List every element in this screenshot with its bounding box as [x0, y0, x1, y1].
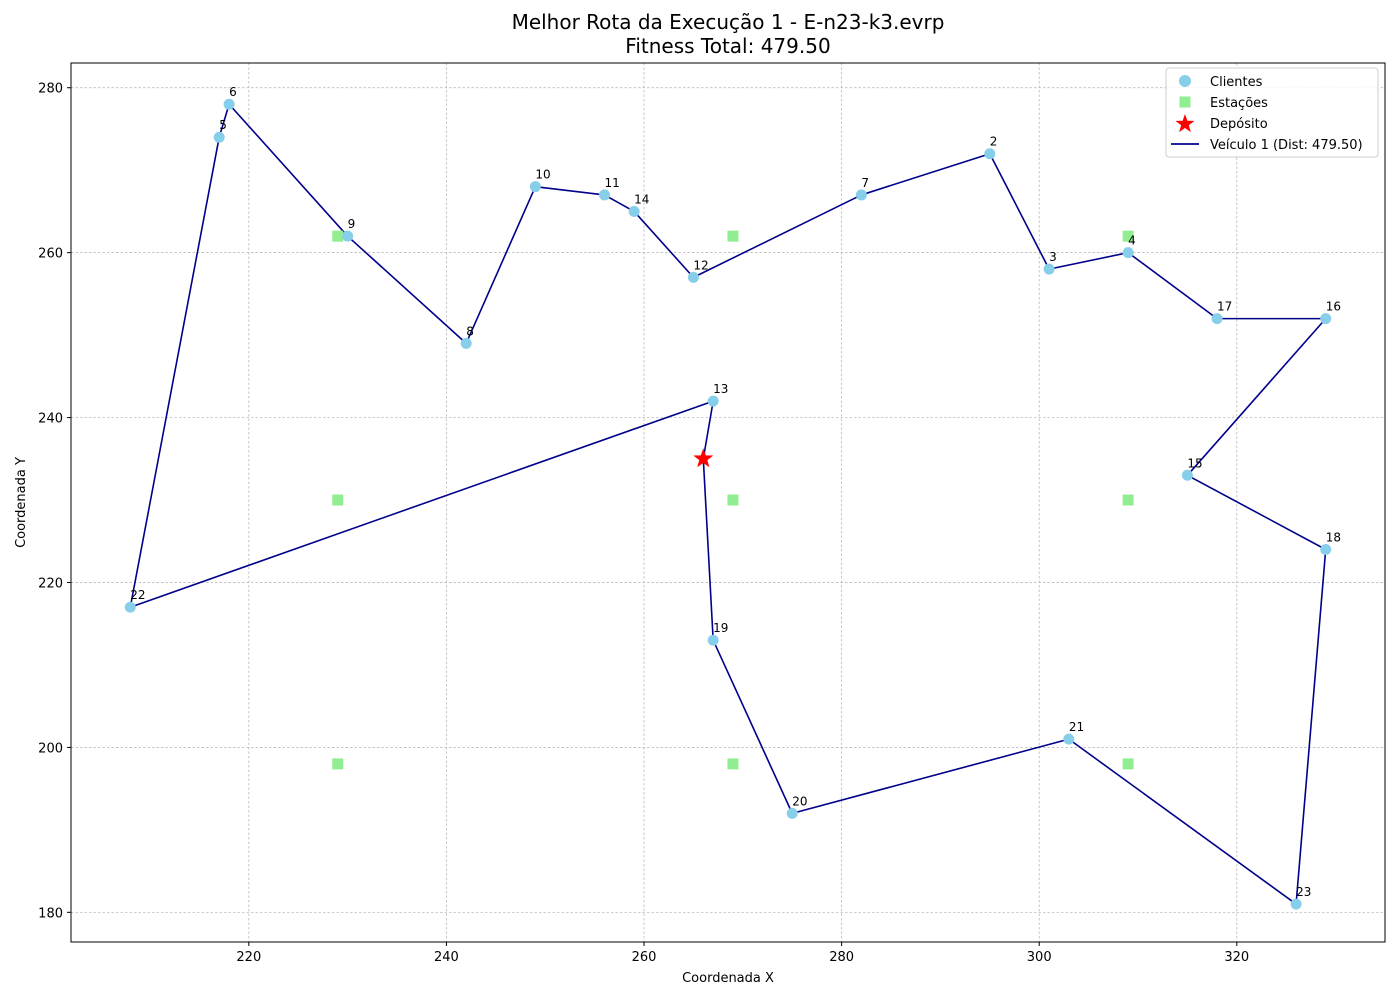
client-marker: [1063, 733, 1075, 745]
client-marker: [984, 148, 996, 160]
client-marker: [1181, 469, 1193, 481]
chart-title: Melhor Rota da Execução 1 - E-n23-k3.evr…: [0, 10, 1400, 58]
client-marker: [707, 395, 719, 407]
client-marker: [786, 807, 798, 819]
x-axis-label: Coordenada X: [682, 971, 774, 986]
client-label: 22: [130, 588, 145, 602]
client-marker: [1043, 263, 1055, 275]
client-marker: [687, 271, 699, 283]
client-marker: [1290, 898, 1302, 910]
client-marker: [1211, 313, 1223, 325]
client-label: 16: [1326, 300, 1341, 314]
client-label: 12: [693, 258, 708, 272]
x-tick-label: 240: [434, 950, 459, 965]
y-tick-label: 180: [38, 906, 63, 921]
station-marker: [727, 758, 739, 770]
station-marker: [1122, 758, 1134, 770]
client-marker: [599, 189, 611, 201]
station-marker: [1122, 494, 1134, 506]
client-marker: [1320, 313, 1332, 325]
stations-layer: [332, 230, 1134, 770]
route-line: [129, 103, 1327, 905]
x-tick-label: 260: [632, 950, 657, 965]
client-label: 2: [990, 135, 998, 149]
client-label: 10: [535, 168, 550, 182]
legend-stations-label: Estações: [1210, 96, 1268, 111]
legend-stations-marker: [1179, 96, 1191, 108]
depot-marker: [693, 448, 714, 468]
client-label: 14: [634, 192, 649, 206]
depot-layer: [693, 448, 714, 468]
client-marker: [460, 337, 472, 349]
x-tick-label: 320: [1224, 950, 1249, 965]
station-marker: [332, 494, 344, 506]
legend-depot-label: Depósito: [1210, 117, 1268, 132]
x-tick-label: 300: [1027, 950, 1052, 965]
station-marker: [727, 230, 739, 242]
legend-route-label: Veículo 1 (Dist: 479.50): [1210, 138, 1363, 153]
legend: Clientes Estações Depósito Veículo 1 (Di…: [1165, 67, 1379, 158]
client-label: 8: [466, 324, 474, 338]
client-label: 21: [1069, 720, 1084, 734]
station-marker: [332, 230, 344, 242]
y-tick-label: 240: [38, 412, 63, 427]
client-marker: [1122, 247, 1134, 259]
plot-frame: [70, 62, 1386, 943]
client-label: 5: [219, 118, 227, 132]
client-marker: [707, 634, 719, 646]
legend-clients-label: Clientes: [1210, 75, 1263, 90]
client-label: 18: [1326, 531, 1341, 545]
legend-box: [1165, 67, 1379, 158]
y-tick-label: 260: [38, 247, 63, 262]
y-tick-label: 200: [38, 741, 63, 756]
client-label: 6: [229, 85, 237, 99]
client-label: 15: [1187, 456, 1202, 470]
clients-layer: [124, 98, 1332, 910]
client-label: 23: [1296, 885, 1311, 899]
legend-clients-marker: [1179, 75, 1191, 87]
chart-title-line-2: Fitness Total: 479.50: [625, 34, 831, 58]
station-marker: [1122, 230, 1134, 242]
client-label: 17: [1217, 300, 1232, 314]
y-tick-label: 220: [38, 576, 63, 591]
client-marker: [529, 181, 541, 193]
client-label: 4: [1128, 234, 1136, 248]
client-marker: [124, 601, 136, 613]
client-marker: [628, 205, 640, 217]
client-marker: [855, 189, 867, 201]
x-tick-label: 280: [829, 950, 854, 965]
client-label: 20: [792, 794, 807, 808]
y-axis-label: Coordenada Y: [14, 457, 29, 548]
client-marker: [1320, 544, 1332, 556]
legend-depot-marker: [1175, 114, 1195, 133]
client-marker: [213, 131, 225, 143]
station-marker: [727, 494, 739, 506]
client-label: 7: [861, 176, 869, 190]
client-marker: [342, 230, 354, 242]
y-tick-label: 280: [38, 82, 63, 97]
route-layer: [129, 103, 1327, 905]
x-tick-label: 220: [236, 950, 261, 965]
client-label: 11: [605, 176, 620, 190]
station-marker: [332, 758, 344, 770]
client-label: 9: [348, 217, 356, 231]
client-label: 13: [713, 382, 728, 396]
client-label: 3: [1049, 250, 1057, 264]
chart-title-line-1: Melhor Rota da Execução 1 - E-n23-k3.evr…: [511, 10, 945, 34]
client-label: 19: [713, 621, 728, 635]
client-marker: [223, 98, 235, 110]
